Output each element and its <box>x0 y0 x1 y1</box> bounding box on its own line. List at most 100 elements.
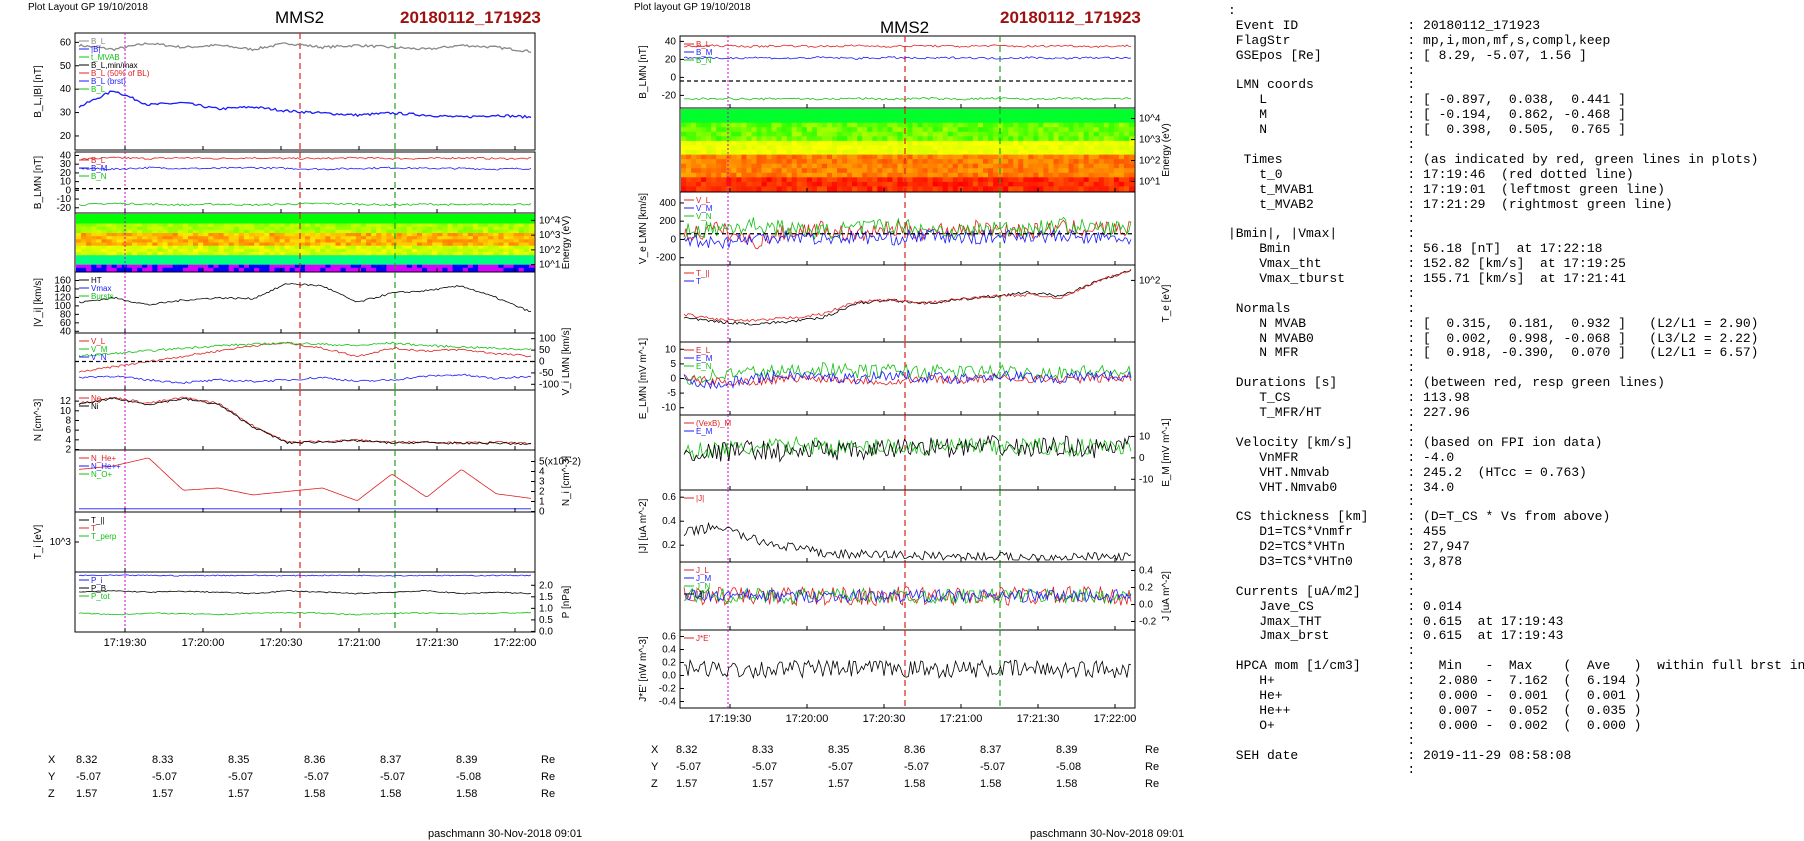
spectrogram-cell <box>947 150 954 156</box>
spectrogram-cell <box>198 220 204 225</box>
spectrogram-cell <box>686 140 692 147</box>
spectrogram-cell <box>132 242 138 247</box>
spectrogram-cell <box>842 150 848 156</box>
spectrogram-cell <box>696 168 702 174</box>
spectrogram-cell <box>137 258 143 263</box>
info-line: CS thickness [km] : (D=T_CS * Vs from ab… <box>1228 509 1611 525</box>
spectrogram-cell <box>1098 150 1105 156</box>
spectrogram-cell <box>152 239 158 244</box>
spectrogram-cell <box>157 223 164 228</box>
spectrogram-cell <box>325 242 332 247</box>
spectrogram-cell <box>335 233 342 237</box>
spectrogram-cell <box>897 163 903 169</box>
spectrogram-cell <box>1083 150 1090 156</box>
spectrogram-cell <box>350 258 357 263</box>
spectrogram-cell <box>157 258 164 263</box>
spectrogram-cell <box>1073 159 1080 165</box>
spectrogram-cell <box>681 145 687 151</box>
spectrogram-cell <box>832 131 838 137</box>
spectrogram-cell <box>289 236 296 240</box>
coord-value: 1.57 <box>76 788 98 800</box>
spectrogram-cell <box>437 255 443 259</box>
spectrogram-cell <box>872 150 878 156</box>
spectrogram-cell <box>1048 118 1054 124</box>
spectrogram-cell <box>442 214 449 218</box>
spectrogram-cell <box>299 236 306 240</box>
spectrogram-cell <box>751 168 758 174</box>
spectrogram-cell <box>857 140 863 147</box>
spectrogram-cell <box>952 109 959 115</box>
spectrogram-cell <box>310 214 316 218</box>
spectrogram-cell <box>1108 131 1115 137</box>
spectrogram-cell <box>741 177 747 183</box>
y-axis-label: B_LMN [nT] <box>33 156 44 210</box>
spectrogram-cell <box>887 186 893 192</box>
spectrogram-cell <box>325 255 332 259</box>
spectrogram-cell <box>437 261 443 266</box>
spectrogram-cell <box>269 248 276 253</box>
spectrogram-cell <box>842 109 848 115</box>
spectrogram-cell <box>1083 122 1090 128</box>
spectrogram-cell <box>786 109 793 115</box>
spectrogram-cell <box>983 109 989 115</box>
spectrogram-cell <box>801 118 808 124</box>
spectrogram-cell <box>289 229 296 234</box>
spectrogram-cell <box>218 258 225 263</box>
spectrogram-cell <box>432 220 438 225</box>
spectrogram-cell <box>786 136 793 142</box>
spectrogram-cell <box>983 145 989 151</box>
spectrogram-cell <box>157 248 164 253</box>
spectrogram-cell <box>406 261 413 266</box>
spectrogram-cell <box>716 186 722 192</box>
spectrogram-cell <box>1008 186 1014 192</box>
spectrogram-cell <box>1063 109 1070 115</box>
spectrogram-cell <box>706 177 712 183</box>
spectrogram-cell <box>907 186 914 192</box>
spectrogram-cell <box>259 226 265 231</box>
spectrogram-cell <box>998 113 1004 119</box>
spectrogram-cell <box>1013 177 1019 183</box>
spectrogram-cell <box>821 140 828 147</box>
spectrogram-cell <box>447 217 454 221</box>
spectrogram-cell <box>86 223 92 228</box>
spectrogram-cell <box>842 131 848 137</box>
spectrogram-cell <box>472 258 479 263</box>
spectrogram-cell <box>922 113 929 119</box>
spectrogram-cell <box>806 150 813 156</box>
spectrogram-cell <box>867 177 873 183</box>
spectrogram-cell <box>142 226 148 231</box>
spectrogram-cell <box>325 217 332 221</box>
info-line: H+ : 2.080 - 7.162 ( 6.194 ) <box>1228 673 1642 689</box>
spectrogram-cell <box>937 145 944 151</box>
legend-label: N_He+ <box>91 454 116 463</box>
spectrogram-cell <box>126 245 133 250</box>
spectrogram-cell <box>152 261 158 266</box>
spectrogram-cell <box>472 255 479 259</box>
spectrogram-cell <box>371 236 377 240</box>
spectrogram-cell <box>922 154 929 160</box>
spectrogram-cell <box>696 172 702 178</box>
spectrogram-cell <box>1008 131 1014 137</box>
y-axis-label: Energy (eV) <box>1161 123 1172 176</box>
spectrogram-cell <box>457 245 464 250</box>
spectrogram-cell <box>96 220 103 225</box>
spectrogram-cell <box>927 140 934 147</box>
spectrogram-cell <box>213 233 220 237</box>
spectrogram-cell <box>701 159 707 165</box>
coord-row-label: Y <box>651 761 659 773</box>
spectrogram-cell <box>857 177 863 183</box>
spectrogram-cell <box>867 127 873 133</box>
spectrogram-cell <box>330 258 337 263</box>
spectrogram-cell <box>330 242 337 247</box>
spectrogram-cell <box>1013 136 1019 142</box>
spectrogram-cell <box>294 267 301 272</box>
spectrogram-cell <box>96 229 103 234</box>
spectrogram-cell <box>1068 177 1075 183</box>
spectrogram-cell <box>172 239 179 244</box>
spectrogram-cell <box>422 261 428 266</box>
coord-value: -5.07 <box>676 761 702 773</box>
spectrogram-cell <box>983 172 989 178</box>
spectrogram-cell <box>401 267 408 272</box>
spectrogram-cell <box>452 217 459 221</box>
spectrogram-cell <box>508 255 515 259</box>
